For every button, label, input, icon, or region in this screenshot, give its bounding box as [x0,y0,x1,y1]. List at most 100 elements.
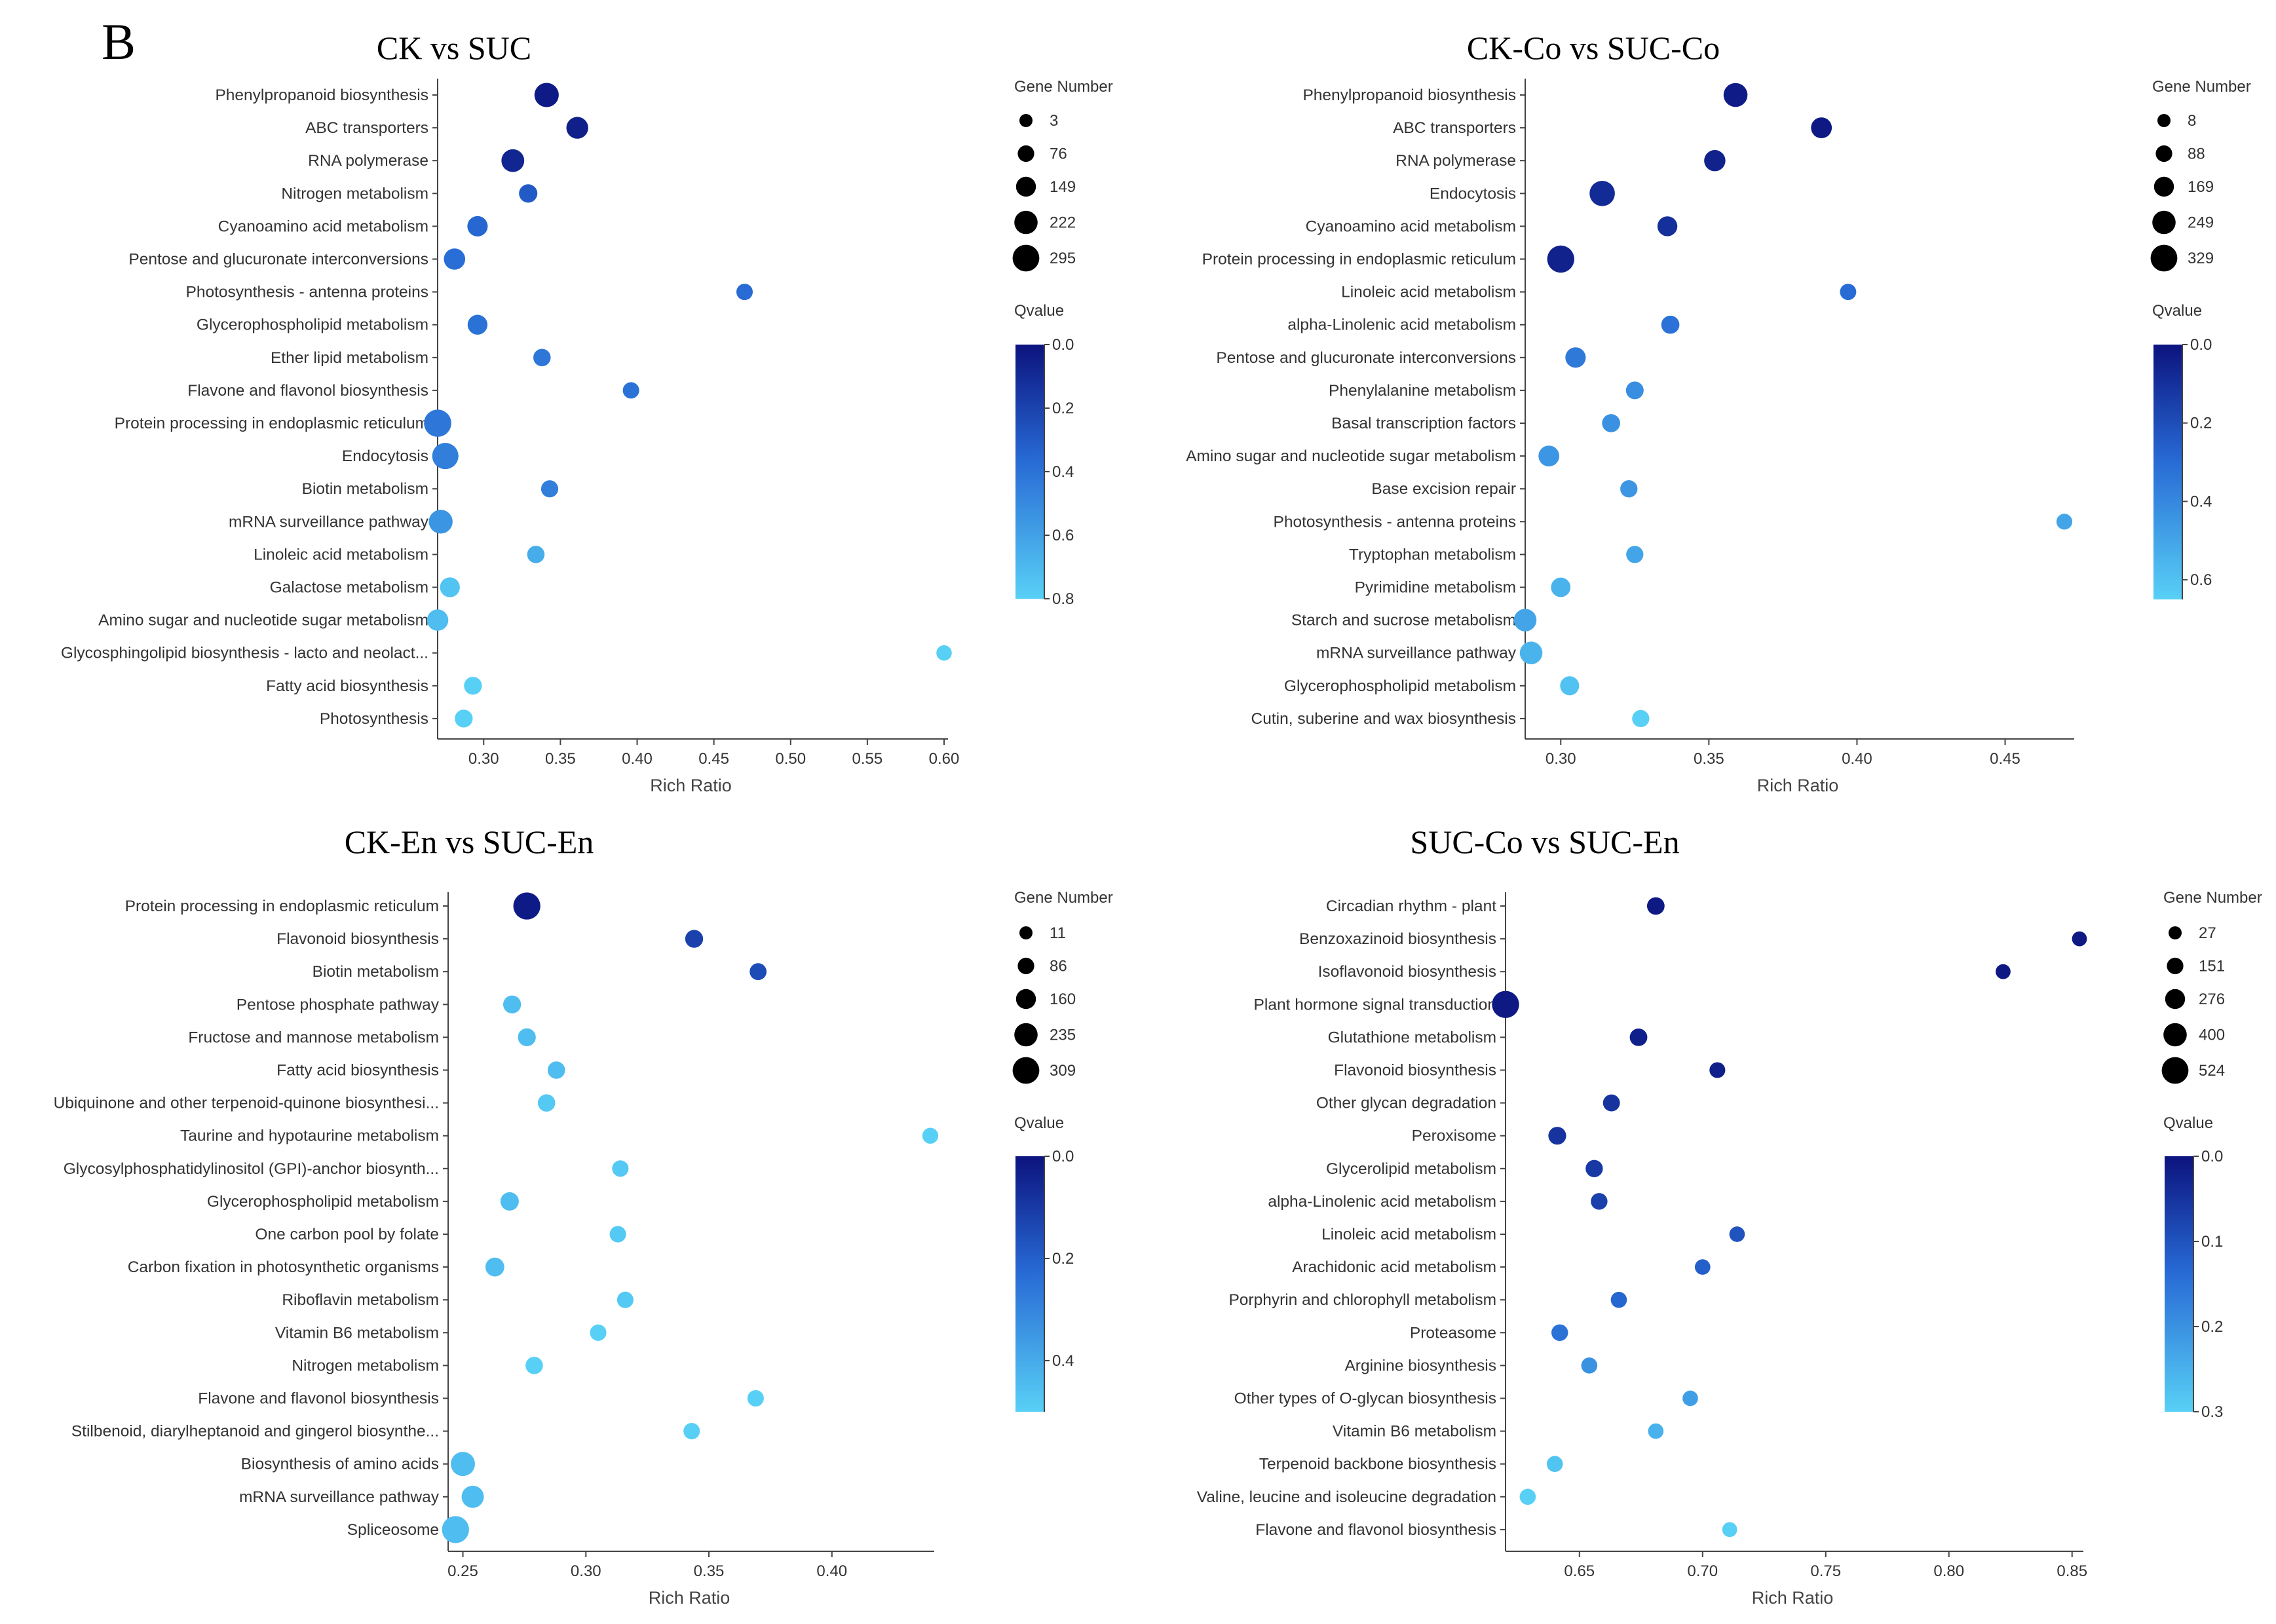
data-point[interactable] [537,1094,556,1112]
x-tick-label: 0.30 [571,1562,601,1580]
data-point[interactable] [527,546,545,563]
category-label: Protein processing in endoplasmic reticu… [1202,251,1516,269]
data-point[interactable] [1602,414,1620,432]
data-point[interactable] [749,963,767,981]
data-point[interactable] [1657,216,1678,236]
data-point[interactable] [1519,641,1543,664]
category-label: Flavone and flavonol biosynthesis [1255,1521,1496,1539]
data-point[interactable] [1625,381,1644,400]
data-point[interactable] [1694,1259,1711,1275]
data-point[interactable] [1551,1324,1568,1342]
data-point[interactable] [464,677,482,695]
data-point[interactable] [513,892,541,920]
data-point[interactable] [1709,1062,1726,1078]
category-label: Fatty acid biosynthesis [266,677,428,695]
data-point[interactable] [612,1160,629,1177]
data-point[interactable] [444,248,466,270]
data-point[interactable] [936,645,952,661]
data-point[interactable] [1610,1291,1627,1308]
data-point[interactable] [736,284,753,301]
x-tick-label: 0.85 [2057,1562,2087,1580]
x-axis-label: Rich Ratio [650,776,732,795]
data-point[interactable] [1513,609,1537,632]
data-point[interactable] [1589,180,1615,206]
data-point[interactable] [455,709,473,728]
data-point[interactable] [1560,676,1580,696]
data-point[interactable] [424,409,451,437]
size-legend-label: 149 [1050,178,1076,196]
data-point[interactable] [609,1226,626,1243]
data-point[interactable] [1723,83,1748,107]
data-point[interactable] [1581,1357,1598,1374]
data-point[interactable] [1648,1423,1664,1439]
data-point[interactable] [1629,1029,1648,1046]
data-point[interactable] [622,382,639,399]
data-point[interactable] [519,184,538,203]
data-point[interactable] [1840,284,1857,301]
data-point[interactable] [533,349,551,367]
data-point[interactable] [432,443,459,470]
data-point[interactable] [1585,1160,1603,1177]
data-point[interactable] [685,930,704,948]
data-point[interactable] [566,117,588,139]
data-point[interactable] [541,480,559,498]
data-point[interactable] [1519,1488,1536,1505]
data-point[interactable] [461,1485,484,1508]
data-point[interactable] [1722,1522,1737,1538]
data-point[interactable] [616,1291,634,1308]
data-point[interactable] [1551,577,1571,597]
data-point[interactable] [1492,991,1519,1018]
size-legend-dot [1019,926,1033,939]
x-tick-label: 0.70 [1687,1562,1718,1580]
data-point[interactable] [1548,1127,1566,1145]
data-point[interactable] [1661,315,1680,334]
data-point[interactable] [1704,149,1726,172]
data-point[interactable] [1632,709,1650,728]
data-point[interactable] [534,83,559,107]
data-point[interactable] [2072,931,2087,947]
data-point[interactable] [747,1389,764,1407]
chart-panel-4: SUC-Co vs SUC-En Circadian rhythm - plant… [1197,823,2262,1608]
data-point[interactable] [525,1357,543,1374]
data-point[interactable] [485,1257,504,1277]
data-point[interactable] [467,314,488,335]
data-point[interactable] [1811,117,1832,138]
data-point[interactable] [1591,1193,1608,1210]
category-label: Phenylpropanoid biosynthesis [215,86,428,104]
size-legend-title: Gene Number [2152,78,2251,96]
data-point[interactable] [503,995,522,1013]
data-point[interactable] [442,1516,469,1543]
data-point[interactable] [1546,1456,1563,1472]
data-point[interactable] [1626,546,1644,563]
data-point[interactable] [427,609,449,631]
data-point[interactable] [467,216,488,236]
data-point[interactable] [1620,480,1638,498]
data-point[interactable] [500,1192,519,1211]
data-point[interactable] [590,1324,607,1341]
data-point[interactable] [451,1452,475,1477]
data-point[interactable] [518,1028,536,1047]
qvalue-legend-title: Qvalue [2163,1114,2213,1132]
size-legend-dot [1014,210,1038,235]
data-point[interactable] [440,577,460,597]
data-point[interactable] [1729,1226,1745,1242]
data-point[interactable] [547,1061,565,1079]
data-point[interactable] [922,1127,939,1144]
data-point[interactable] [1547,245,1574,273]
data-point[interactable] [501,149,525,172]
category-label: Terpenoid backbone biosynthesis [1259,1456,1496,1473]
data-point[interactable] [2056,514,2073,530]
data-point[interactable] [1565,347,1586,368]
data-point[interactable] [1603,1094,1620,1112]
data-point[interactable] [683,1423,700,1440]
data-point[interactable] [1996,964,2011,979]
size-legend-label: 86 [1050,958,1067,975]
data-point[interactable] [428,510,453,534]
size-legend-label: 295 [1050,250,1076,267]
data-point[interactable] [1646,897,1665,915]
data-point[interactable] [1682,1390,1698,1407]
data-point[interactable] [1538,445,1560,466]
category-label: Photosynthesis - antenna proteins [186,284,428,301]
category-label: Endocytosis [342,447,428,465]
category-label: Fructose and mannose metabolism [188,1029,439,1046]
